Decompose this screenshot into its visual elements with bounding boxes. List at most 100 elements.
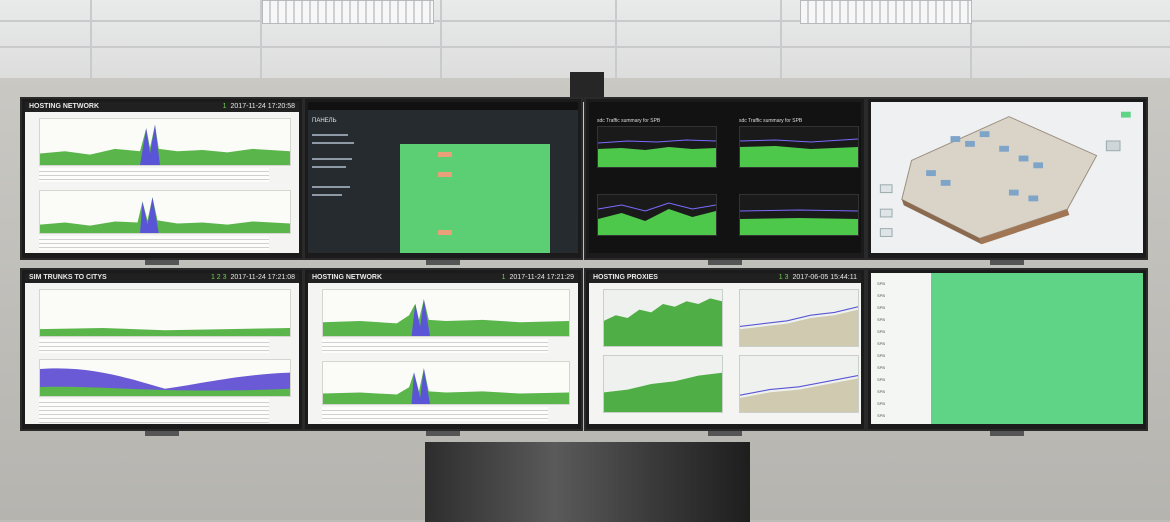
alert-tile (438, 152, 452, 157)
row-label: SPB (877, 293, 886, 298)
foreground-tv-blurred (425, 442, 750, 522)
sidebar-title: ПАНЕЛЬ (312, 118, 337, 124)
screen: HOSTING NETWORK 1 2017-11-24 17:20:58 (25, 102, 299, 253)
proxy-graph (739, 355, 859, 413)
monitor-hosting-network-top: HOSTING NETWORK 1 2017-11-24 17:20:58 (20, 97, 304, 265)
sidebar-item[interactable] (312, 142, 354, 144)
alert-tile (438, 230, 452, 235)
mount-bracket (708, 260, 742, 265)
ceiling-grid (0, 46, 1170, 48)
monitor-sim-trunks: SIM TRUNKS TO CITYS 1 2 3 2017-11-24 17:2… (20, 268, 304, 436)
monitor-control-panel: ПАНЕЛЬ (303, 97, 583, 265)
timestamp: 2017-06-05 15:44:11 (792, 274, 857, 281)
sidebar-item[interactable] (312, 186, 350, 188)
monitor-floor-plan (866, 97, 1148, 265)
traffic-graph (39, 118, 291, 166)
monitor-hosting-proxies: HOSTING PROXIES 1 3 2017-06-05 15:44:11 (584, 268, 866, 436)
brand-label: HOSTING NETWORK (29, 103, 99, 110)
status-panel (400, 144, 550, 253)
alert-tile (438, 172, 452, 177)
ceiling-grid (780, 0, 782, 78)
sidebar-item[interactable] (312, 166, 346, 168)
monitor-hosting-network-bottom: HOSTING NETWORK 1 2017-11-24 17:21:29 (303, 268, 583, 436)
traffic-graph (597, 126, 717, 168)
timestamp: 2017-11-24 17:20:58 (230, 103, 295, 110)
traffic-graph (322, 361, 570, 405)
trunk-graph (39, 289, 291, 337)
graph-legend (322, 407, 548, 421)
page-badge: 1 3 (778, 274, 789, 281)
traffic-graph (322, 289, 570, 337)
mount-bracket (426, 260, 460, 265)
row-label: SPB (877, 353, 886, 358)
monitor-status-table: SPB SPB SPB SPB SPB SPB SPB SPB SPB SPB … (866, 268, 1148, 436)
traffic-graph (739, 126, 859, 168)
office-floor-plan (879, 111, 1131, 245)
row-label: SPB (877, 401, 886, 406)
row-label: SPB (877, 329, 886, 334)
row-label: SPB (877, 305, 886, 310)
screen: sdc Traffic summary for SPB sdc Traffic … (589, 102, 861, 253)
row-label: SPB (877, 341, 886, 346)
proxy-graph (603, 355, 723, 413)
screen (871, 102, 1143, 253)
screen: HOSTING PROXIES 1 3 2017-06-05 15:44:11 (589, 273, 861, 424)
graph-title: sdc Traffic summary for SPB (739, 118, 803, 124)
brand-label: HOSTING NETWORK (312, 274, 382, 281)
timestamp: 2017-11-24 17:21:29 (509, 274, 574, 281)
page-badge: 1 (501, 274, 506, 281)
ceiling-grid (440, 0, 442, 78)
sidebar-item[interactable] (312, 158, 352, 160)
row-label: SPB (877, 317, 886, 322)
ceiling-grid (260, 0, 262, 78)
graph-legend (39, 236, 269, 250)
screen: SPB SPB SPB SPB SPB SPB SPB SPB SPB SPB … (871, 273, 1143, 424)
graph-legend (322, 339, 548, 353)
ceiling-grid (0, 20, 1170, 22)
ceiling-light (262, 0, 434, 24)
ceiling-light (800, 0, 972, 24)
dashboard-header: SIM TRUNKS TO CITYS 1 2 3 2017-11-24 17:2… (25, 273, 299, 283)
ceiling (0, 0, 1170, 78)
mount-bracket (990, 260, 1024, 265)
page-badge: 1 2 3 (210, 274, 227, 281)
graph-legend (39, 339, 269, 353)
mount-bracket (990, 431, 1024, 436)
row-label: SPB (877, 377, 886, 382)
row-label: SPB (877, 281, 886, 286)
mount-bracket (145, 431, 179, 436)
screen: SIM TRUNKS TO CITYS 1 2 3 2017-11-24 17:2… (25, 273, 299, 424)
mount-bracket (708, 431, 742, 436)
traffic-graph (597, 194, 717, 236)
sidebar-item[interactable] (312, 134, 348, 136)
sidebar-item[interactable] (312, 194, 342, 196)
mount-bracket (426, 431, 460, 436)
graph-legend (39, 168, 269, 182)
screen: HOSTING NETWORK 1 2017-11-24 17:21:29 (308, 273, 578, 424)
dashboard-header: HOSTING PROXIES 1 3 2017-06-05 15:44:11 (589, 273, 861, 283)
graph-legend (39, 399, 269, 423)
page-badge: 1 (222, 103, 227, 110)
mount-bracket (145, 260, 179, 265)
trunk-graph (39, 359, 291, 397)
timestamp: 2017-11-24 17:21:08 (230, 274, 295, 281)
monitor-traffic-summary: sdc Traffic summary for SPB sdc Traffic … (584, 97, 866, 265)
proxy-graph (603, 289, 723, 347)
brand-label: HOSTING PROXIES (593, 274, 658, 281)
dashboard-header: HOSTING NETWORK 1 2017-11-24 17:21:29 (308, 273, 578, 283)
row-label: SPB (877, 389, 886, 394)
graph-title: sdc Traffic summary for SPB (597, 118, 661, 124)
ceiling-grid (970, 0, 972, 78)
status-table (931, 273, 1143, 424)
row-label: SPB (877, 413, 886, 418)
dashboard-header: HOSTING NETWORK 1 2017-11-24 17:20:58 (25, 102, 299, 112)
brand-label: SIM TRUNKS TO CITYS (29, 274, 107, 281)
row-label: SPB (877, 365, 886, 370)
screen: ПАНЕЛЬ (308, 102, 578, 253)
top-navbar (308, 102, 578, 110)
ceiling-grid (615, 0, 617, 78)
proxy-graph (739, 289, 859, 347)
traffic-graph (39, 190, 291, 234)
traffic-graph (739, 194, 859, 236)
ceiling-grid (90, 0, 92, 78)
